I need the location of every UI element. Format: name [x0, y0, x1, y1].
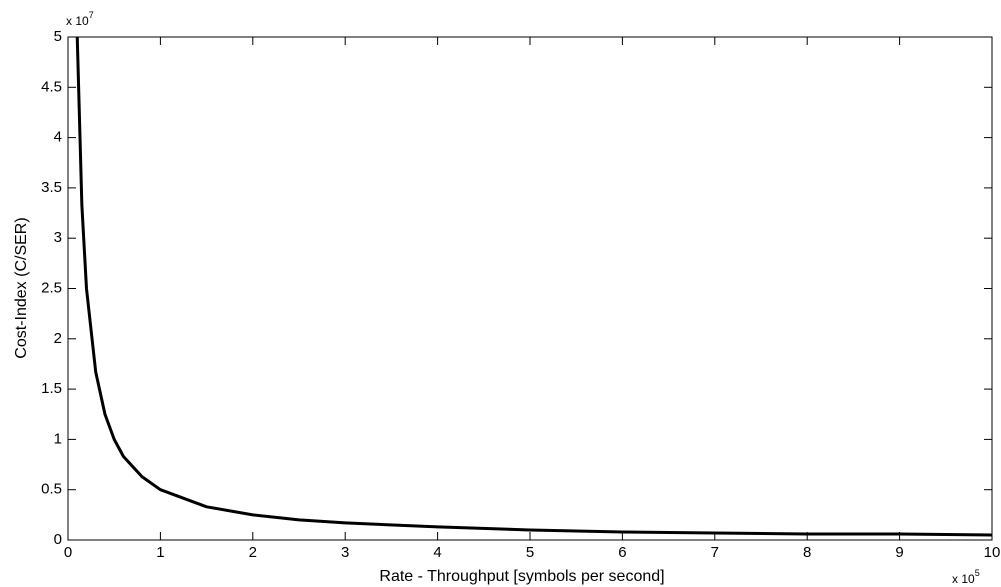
x-tick-label: 1 [156, 544, 164, 561]
y-tick-label: 0 [54, 531, 62, 548]
y-multiplier-base: x 10 [66, 14, 89, 28]
x-tick-label: 9 [895, 544, 903, 561]
y-tick-label: 3.5 [41, 179, 62, 196]
x-tick-label: 0 [64, 544, 72, 561]
y-multiplier-exponent: 7 [89, 10, 94, 20]
x-multiplier: x 105 [952, 568, 980, 586]
x-tick-label: 2 [249, 544, 257, 561]
y-tick-label: 1.5 [41, 380, 62, 397]
x-axis-label: Rate - Throughput [symbols per second] [379, 568, 664, 585]
x-tick-label: 7 [711, 544, 719, 561]
x-multiplier-exponent: 5 [975, 568, 980, 578]
x-tick-label: 4 [433, 544, 441, 561]
plot-frame [67, 36, 993, 541]
x-tick-label: 6 [618, 544, 626, 561]
y-tick-label: 5 [54, 28, 62, 45]
y-tick-label: 4 [54, 129, 62, 146]
y-axis-label: Cost-Index (C/SER) [13, 217, 30, 358]
x-tick-label: 10 [984, 544, 1001, 561]
y-tick-label: 2 [54, 330, 62, 347]
y-tick-label: 0.5 [41, 481, 62, 498]
y-tick-label: 4.5 [41, 78, 62, 95]
x-tick-label: 3 [341, 544, 349, 561]
y-tick-label: 3 [54, 229, 62, 246]
y-tick-label: 1 [54, 430, 62, 447]
y-multiplier: x 107 [66, 10, 94, 28]
x-multiplier-base: x 10 [952, 572, 975, 586]
data-line [75, 36, 993, 537]
y-tick-label: 2.5 [41, 279, 62, 296]
x-tick-label: 5 [526, 544, 534, 561]
x-tick-label: 8 [803, 544, 811, 561]
